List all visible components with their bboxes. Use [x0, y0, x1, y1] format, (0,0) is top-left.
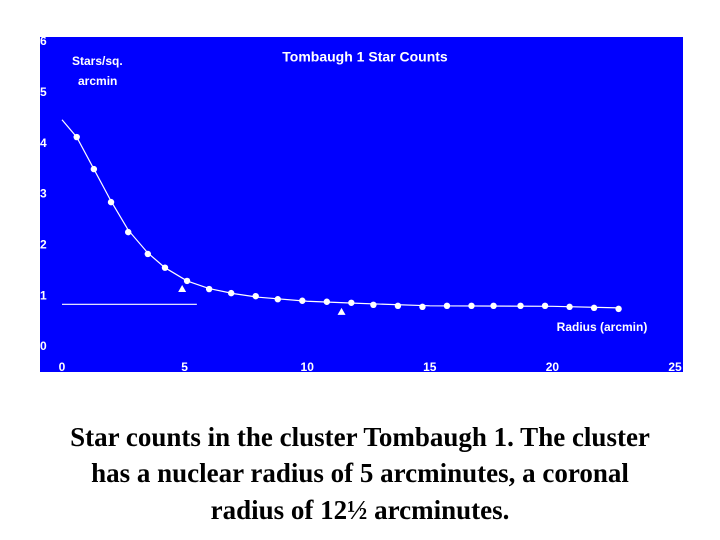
data-point: [419, 303, 426, 311]
data-point: [370, 301, 377, 309]
fit-line: [61, 119, 619, 309]
data-point: [144, 250, 152, 258]
caption-line: Star counts in the cluster Tombaugh 1. T…: [70, 422, 650, 452]
x-tick-label: 25: [668, 360, 682, 374]
data-point: [125, 228, 132, 236]
triangle-point: [337, 307, 346, 315]
caption-line: radius of 12½ arcminutes.: [211, 495, 510, 525]
triangle-point: [178, 285, 187, 293]
x-axis-label: Radius (arcmin): [557, 320, 648, 334]
y-tick-label: 0: [40, 339, 47, 353]
chart-title: Tombaugh 1 Star Counts: [282, 49, 448, 65]
x-tick-label: 15: [423, 360, 437, 374]
y-tick-label: 4: [40, 136, 47, 150]
data-point: [252, 292, 259, 300]
plot-background: [40, 37, 683, 372]
y-tick-label: 3: [40, 187, 47, 201]
x-tick-label: 20: [546, 360, 560, 374]
data-point: [394, 302, 402, 310]
y-tick-label: 2: [40, 238, 47, 252]
x-tick-label: 5: [181, 360, 188, 374]
caption-line: has a nuclear radius of 5 arcminutes, a …: [91, 458, 629, 488]
y-axis-label: arcmin: [78, 74, 117, 88]
y-tick-label: 5: [40, 85, 47, 99]
x-tick-label: 10: [301, 360, 315, 374]
y-axis-label: Stars/sq.: [72, 54, 123, 68]
data-point: [615, 305, 622, 313]
x-tick-label: 0: [59, 360, 66, 374]
y-tick-label: 6: [40, 34, 47, 48]
y-tick-label: 1: [40, 288, 47, 302]
